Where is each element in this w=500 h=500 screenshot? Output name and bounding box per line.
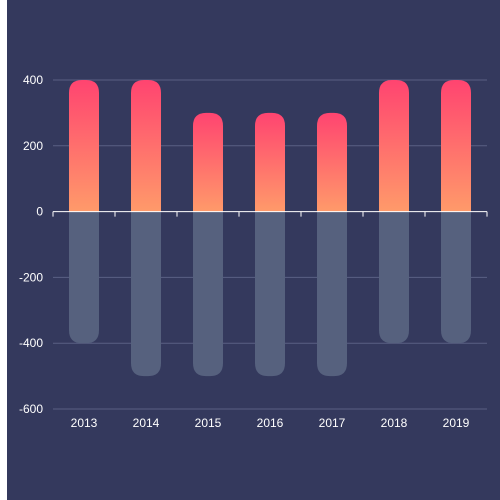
bar-negative-2015[interactable] — [193, 211, 223, 377]
bar-positive-2019[interactable] — [441, 80, 471, 212]
bar-negative-2017[interactable] — [317, 211, 347, 377]
bar-positive-2018[interactable] — [379, 80, 409, 212]
x-tick-label: 2017 — [319, 416, 346, 430]
x-tick-label: 2016 — [257, 416, 284, 430]
bar-negative-2016[interactable] — [255, 211, 285, 377]
x-tick-label: 2019 — [443, 416, 470, 430]
y-tick-label: -200 — [19, 270, 43, 284]
y-tick-label: 400 — [23, 73, 43, 87]
x-axis — [52, 211, 488, 217]
y-tick-label: -400 — [19, 336, 43, 350]
y-tick-label: 200 — [23, 139, 43, 153]
x-tick-label: 2015 — [195, 416, 222, 430]
bars — [69, 80, 471, 377]
x-tick-label: 2014 — [133, 416, 160, 430]
x-tick-label: 2013 — [71, 416, 98, 430]
bar-negative-2018[interactable] — [379, 211, 409, 344]
bar-negative-2014[interactable] — [131, 211, 161, 377]
bar-positive-2014[interactable] — [131, 80, 161, 212]
bar-negative-2013[interactable] — [69, 211, 99, 344]
bar-positive-2015[interactable] — [193, 112, 223, 212]
x-tick-label: 2018 — [381, 416, 408, 430]
y-axis-labels: 400 200 0 -200 -400 -600 — [19, 73, 43, 416]
chart-canvas: 400 200 0 -200 -400 -600 2013 2014 2015 2016 2017… — [7, 0, 500, 500]
bar-chart: 400 200 0 -200 -400 -600 2013 2014 2015 2016 2017… — [19, 73, 488, 430]
y-tick-label: -600 — [19, 402, 43, 416]
bar-positive-2016[interactable] — [255, 112, 285, 212]
x-axis-labels: 2013 2014 2015 2016 2017 2018 2019 — [71, 416, 470, 430]
bar-positive-2017[interactable] — [317, 112, 347, 212]
bar-negative-2019[interactable] — [441, 211, 471, 344]
y-tick-label: 0 — [36, 205, 43, 219]
bar-positive-2013[interactable] — [69, 80, 99, 212]
